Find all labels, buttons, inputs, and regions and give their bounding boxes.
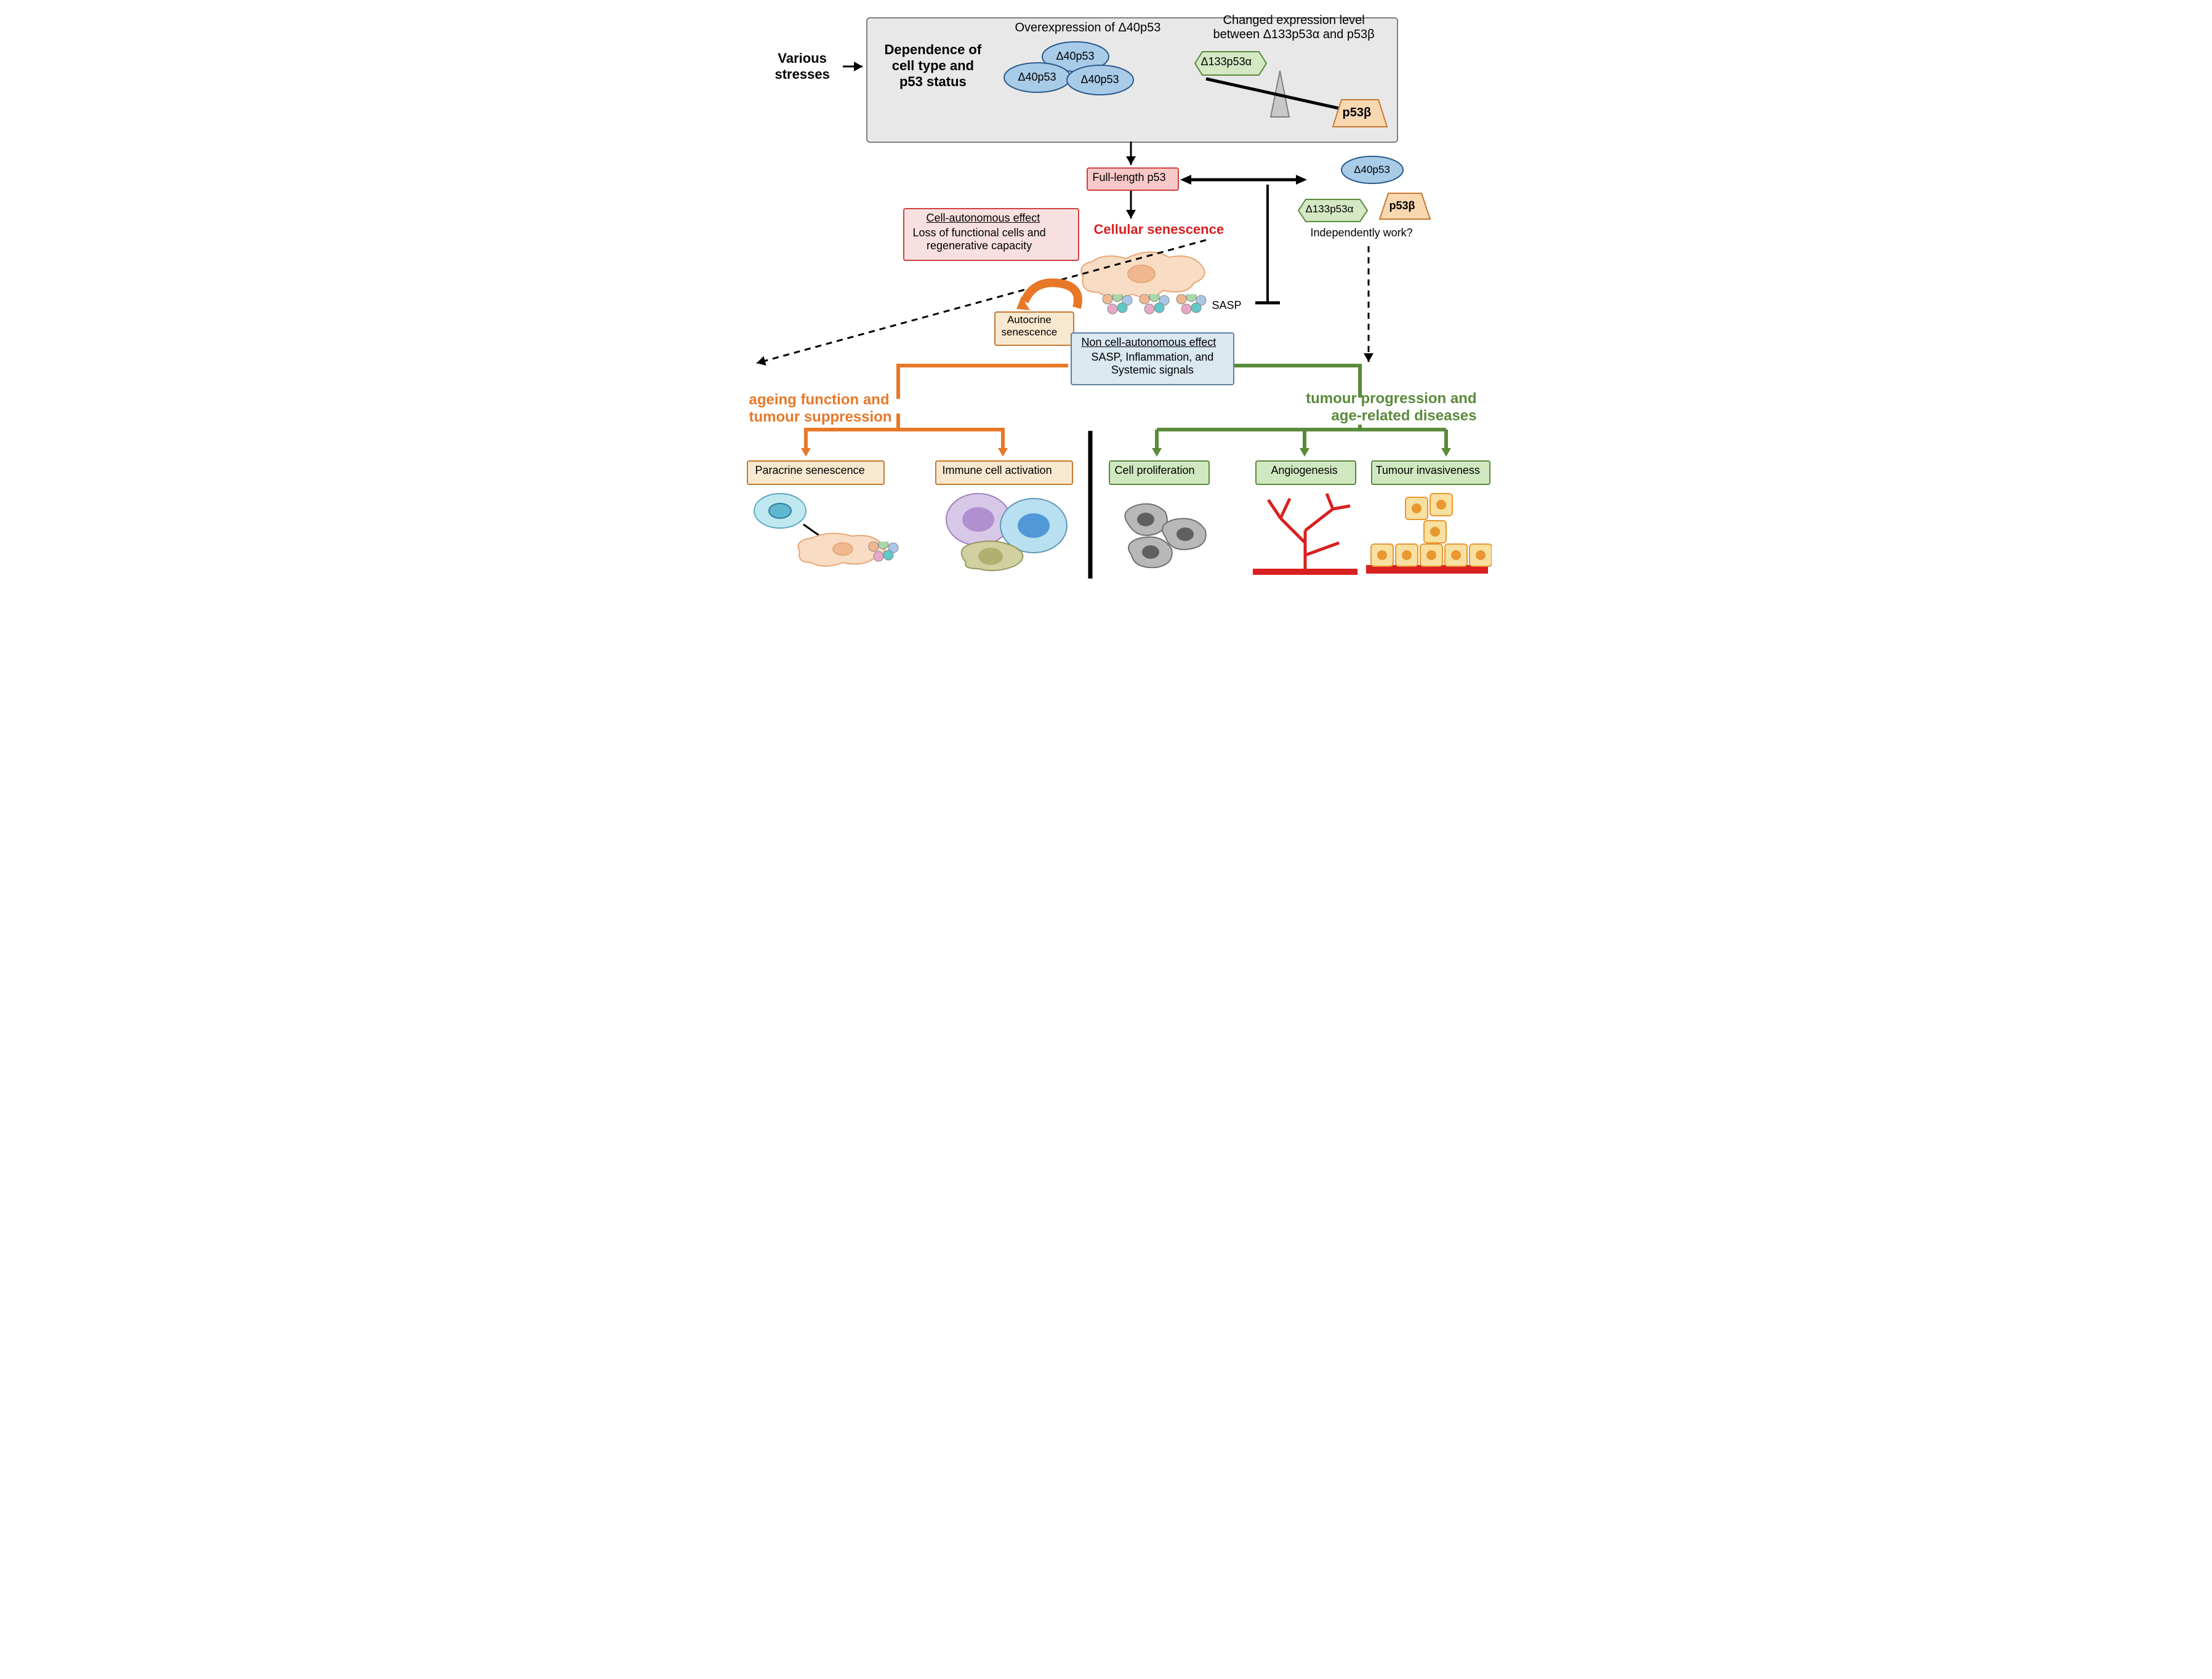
changed-expr-label: Changed expression levelbetween Δ133p53α… [1213,14,1375,42]
autocrine-arrow [1015,277,1089,320]
dependence-label: Dependence ofcell type andp53 status [885,42,982,90]
immune-label: Immune cell activation [943,464,1052,477]
sasp-dots [867,542,901,564]
d133-label: Δ133p53α [1201,55,1252,68]
noncell-title: Non cell-autonomous effect [1082,336,1217,349]
inhibition-line [1243,182,1286,311]
arrow-stresses [831,54,875,79]
divider [1087,431,1094,579]
prolif-label: Cell proliferation [1115,464,1195,477]
immune-icon [929,489,1077,575]
green-branch [1101,363,1483,462]
angio-icon [1247,487,1364,580]
p53b-label: p53β [1343,106,1372,120]
paracrine-label: Paracrine senescence [755,464,865,477]
cell-auto-title: Cell-autonomous effect [927,212,1040,225]
various-stresses-label: Variousstresses [775,50,830,82]
dashed-right-arrow [1356,234,1381,374]
prolif-icon [1104,487,1221,574]
angio-label: Angiogenesis [1271,464,1338,477]
invasive-icon [1362,486,1492,585]
invasive-label: Tumour invasiveness [1376,464,1480,477]
overexpression-label: Overexpression of Δ40p53 [1015,21,1161,35]
orange-branch [744,363,1077,462]
